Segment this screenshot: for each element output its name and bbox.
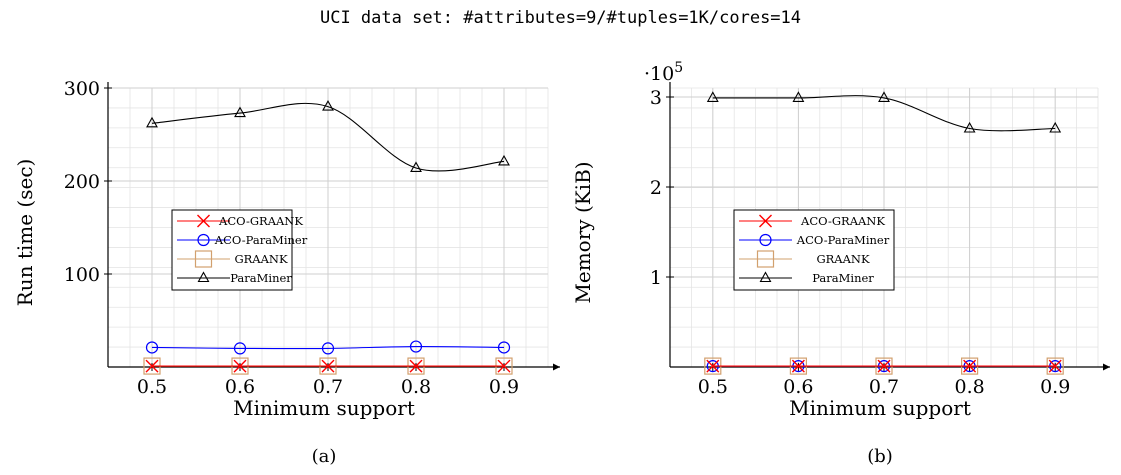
data-point xyxy=(321,342,335,355)
data-point xyxy=(233,359,247,373)
y-axis-label: Run time (sec) xyxy=(13,159,37,307)
legend-box xyxy=(171,209,293,291)
x-tick-label: 0.9 xyxy=(489,376,519,398)
series-aco-graank xyxy=(145,359,511,373)
page-title: UCI data set: #attributes=9/#tuples=1K/c… xyxy=(319,8,802,28)
data-point xyxy=(1048,359,1062,373)
legend: ACO-GRAANK ACO-ParaMiner GRAANK ParaMiner xyxy=(733,209,895,291)
data-point xyxy=(878,91,890,102)
data-point xyxy=(233,342,247,355)
x-tick-label: 0.7 xyxy=(313,376,343,398)
chart-caption: (b) xyxy=(867,446,893,467)
legend: ACO-GRAANK ACO-ParaMiner GRAANK ParaMiner xyxy=(171,209,308,291)
legend-label: ACO-GRAANK xyxy=(800,214,885,228)
chart-b: 0.5 0.6 0.7 0.8 0.9 1 2 3·105 Minimum support Mem… xyxy=(571,60,1110,467)
data-point xyxy=(410,161,422,173)
legend-label: ParaMiner xyxy=(230,271,292,285)
legend-marker xyxy=(194,250,213,268)
legend-box xyxy=(733,209,895,291)
legend-marker xyxy=(197,271,210,283)
legend-label: GRAANK xyxy=(234,252,288,266)
series-paraminer xyxy=(146,99,510,173)
series-line xyxy=(712,95,1056,132)
series-paraminer xyxy=(706,91,1062,133)
x-tick-label: 0.7 xyxy=(869,376,899,398)
x-axis-label: Minimum support xyxy=(789,396,971,420)
legend-marker xyxy=(197,233,210,247)
data-point xyxy=(498,154,510,166)
data-point xyxy=(146,116,158,128)
x-tick-label: 0.6 xyxy=(225,376,255,398)
series-line xyxy=(151,102,505,172)
legend-marker xyxy=(759,271,772,283)
series-line xyxy=(151,345,505,350)
data-point xyxy=(791,359,805,373)
x-tick-label: 0.9 xyxy=(1040,376,1070,398)
data-point xyxy=(963,359,977,373)
chart-caption: (a) xyxy=(312,446,337,467)
y-axis-label: Memory (KiB) xyxy=(571,161,595,303)
y-tick-label: 300 xyxy=(64,78,100,100)
data-point xyxy=(877,359,891,373)
legend-label: ParaMiner xyxy=(812,271,874,285)
legend-label: ACO-ParaMiner xyxy=(214,233,308,247)
x-tick-label: 0.8 xyxy=(401,376,431,398)
chart-a: 0.5 0.6 0.7 0.8 0.9 100 200 300 Minimum support R… xyxy=(13,78,560,467)
data-point xyxy=(706,91,719,102)
data-point xyxy=(963,121,976,133)
legend-marker xyxy=(756,250,775,268)
legend-marker xyxy=(197,214,210,228)
y-tick-label: 200 xyxy=(64,171,100,193)
data-point xyxy=(497,359,511,373)
data-point xyxy=(409,340,423,353)
x-tick-label: 0.5 xyxy=(137,376,167,398)
data-point xyxy=(706,359,720,373)
data-point xyxy=(497,341,511,354)
y-tick-label: 100 xyxy=(64,264,100,286)
x-axis-arrow xyxy=(553,363,560,371)
data-point xyxy=(234,106,246,118)
x-tick-label: 0.8 xyxy=(954,376,984,398)
data-point xyxy=(409,359,423,373)
series-aco-graank xyxy=(706,359,1062,373)
data-point xyxy=(792,91,805,102)
y-tick-label: 3 xyxy=(650,87,662,109)
data-point xyxy=(145,359,159,373)
legend-label: ACO-ParaMiner xyxy=(796,233,890,247)
legend-label: ACO-GRAANK xyxy=(218,214,303,228)
x-axis-label: Minimum support xyxy=(233,396,415,420)
data-point xyxy=(322,99,334,111)
data-point xyxy=(1049,121,1062,133)
x-axis-arrow xyxy=(1103,363,1110,371)
y-tick-label: 1 xyxy=(650,267,662,289)
x-tick-label: 0.5 xyxy=(698,376,728,398)
x-tick-label: 0.6 xyxy=(783,376,813,398)
legend-marker xyxy=(759,214,772,228)
legend-marker xyxy=(759,233,772,247)
legend-label: GRAANK xyxy=(816,252,870,266)
y-tick-label: 2 xyxy=(650,177,662,199)
series-aco-paraminer xyxy=(145,340,511,355)
data-point xyxy=(145,341,159,354)
y-scale-factor: ·105 xyxy=(644,60,683,85)
data-point xyxy=(321,359,335,373)
